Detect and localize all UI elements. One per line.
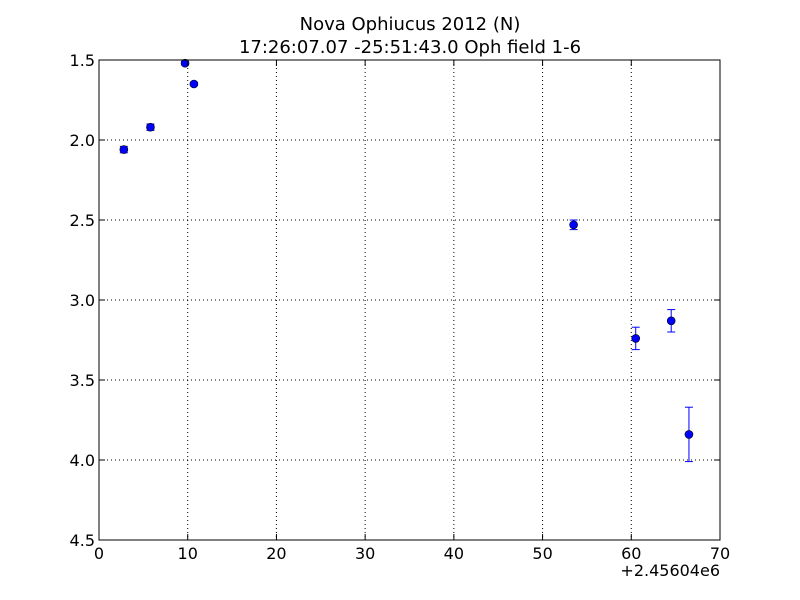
chart-title: Nova Ophiucus 2012 (N) — [300, 14, 521, 35]
grid-lines — [99, 60, 720, 540]
data-point — [146, 122, 155, 132]
data-point — [666, 316, 676, 326]
x-tick-label: 40 — [444, 544, 464, 563]
y-tick-label: 4.5 — [70, 531, 95, 550]
x-tick-label: 50 — [532, 544, 552, 563]
y-tick-label: 4.0 — [70, 451, 95, 470]
y-tick-label: 3.0 — [70, 291, 95, 310]
y-tick-label: 2.5 — [70, 211, 95, 230]
data-points — [119, 58, 694, 463]
x-tick-label: 70 — [710, 544, 730, 563]
x-tick-label: 0 — [94, 544, 104, 563]
y-tick-label: 2.0 — [70, 131, 95, 150]
x-tick-label: 20 — [266, 544, 286, 563]
y-tick-label: 1.5 — [70, 51, 95, 70]
x-tick-label: 30 — [355, 544, 375, 563]
plot-area-frame — [98, 59, 721, 541]
y-tick-labels: 1.5 2.0 2.5 3.0 3.5 4.0 4.5 — [70, 51, 95, 550]
data-point — [119, 145, 129, 154]
data-point — [684, 430, 694, 439]
x-tick-label: 10 — [178, 544, 198, 563]
x-axis-offset-label: +2.45604e6 — [620, 561, 720, 580]
data-point — [631, 334, 641, 343]
data-point — [180, 58, 190, 68]
chart-subtitle: 17:26:07.07 -25:51:43.0 Oph field 1-6 — [239, 37, 581, 58]
x-tick-labels: 0 10 20 30 40 50 60 70 — [94, 544, 730, 563]
data-point — [569, 220, 578, 230]
axis-ticks — [98, 59, 721, 541]
y-tick-label: 3.5 — [70, 371, 95, 390]
x-tick-label: 60 — [621, 544, 641, 563]
data-point — [189, 79, 199, 89]
